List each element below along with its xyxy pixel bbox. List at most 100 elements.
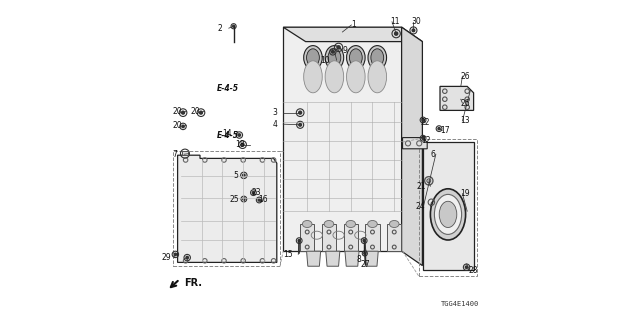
Text: 29: 29 bbox=[161, 253, 172, 262]
Text: 4: 4 bbox=[273, 120, 278, 129]
Ellipse shape bbox=[347, 61, 365, 93]
Text: 13: 13 bbox=[460, 116, 470, 125]
Polygon shape bbox=[283, 27, 422, 42]
Text: 26: 26 bbox=[460, 72, 470, 81]
Text: 1: 1 bbox=[351, 20, 356, 29]
Text: 11: 11 bbox=[390, 17, 399, 26]
Polygon shape bbox=[178, 155, 277, 262]
Ellipse shape bbox=[303, 220, 312, 228]
Text: 21: 21 bbox=[417, 182, 426, 191]
Text: 2: 2 bbox=[218, 24, 223, 33]
Ellipse shape bbox=[325, 46, 344, 70]
Circle shape bbox=[174, 253, 177, 256]
Ellipse shape bbox=[368, 46, 387, 70]
Circle shape bbox=[182, 111, 184, 114]
Text: 16: 16 bbox=[259, 196, 268, 204]
Text: 22: 22 bbox=[421, 118, 430, 127]
Polygon shape bbox=[440, 86, 474, 110]
Circle shape bbox=[238, 134, 241, 136]
Text: 18: 18 bbox=[236, 140, 245, 149]
Text: 5: 5 bbox=[234, 171, 239, 180]
Text: 3: 3 bbox=[273, 108, 278, 117]
Circle shape bbox=[337, 46, 340, 49]
Polygon shape bbox=[402, 27, 422, 266]
Circle shape bbox=[465, 266, 468, 268]
Bar bbox=[173, 151, 280, 266]
Circle shape bbox=[241, 143, 244, 146]
Circle shape bbox=[252, 192, 255, 194]
Text: 19: 19 bbox=[460, 189, 470, 198]
Circle shape bbox=[258, 199, 260, 201]
Circle shape bbox=[438, 128, 440, 130]
Polygon shape bbox=[345, 251, 359, 266]
Circle shape bbox=[183, 152, 187, 155]
Bar bbox=[365, 224, 380, 251]
Text: 10: 10 bbox=[320, 56, 330, 65]
Bar bbox=[419, 139, 477, 276]
Circle shape bbox=[182, 125, 184, 128]
Polygon shape bbox=[403, 138, 428, 149]
Text: 15: 15 bbox=[283, 250, 292, 259]
Ellipse shape bbox=[349, 49, 362, 67]
Ellipse shape bbox=[367, 220, 378, 228]
Polygon shape bbox=[423, 142, 474, 270]
Circle shape bbox=[422, 119, 424, 121]
Text: 9: 9 bbox=[342, 46, 348, 55]
Ellipse shape bbox=[347, 46, 365, 70]
Circle shape bbox=[412, 29, 415, 32]
Circle shape bbox=[186, 256, 188, 259]
Polygon shape bbox=[283, 27, 402, 251]
Text: 14: 14 bbox=[222, 129, 232, 138]
Ellipse shape bbox=[439, 201, 457, 228]
Circle shape bbox=[243, 174, 245, 177]
Text: 7: 7 bbox=[173, 150, 178, 159]
Circle shape bbox=[299, 124, 301, 126]
Text: 12: 12 bbox=[421, 136, 430, 145]
Text: E-4-5: E-4-5 bbox=[217, 84, 239, 93]
Text: 20: 20 bbox=[172, 121, 182, 130]
Text: 26: 26 bbox=[460, 99, 470, 108]
Bar bbox=[300, 224, 314, 251]
Ellipse shape bbox=[328, 49, 340, 67]
Text: 27: 27 bbox=[361, 260, 371, 269]
Text: 23: 23 bbox=[251, 188, 261, 197]
Text: TGG4E1400: TGG4E1400 bbox=[441, 300, 479, 307]
Ellipse shape bbox=[371, 49, 384, 67]
Ellipse shape bbox=[389, 220, 399, 228]
Ellipse shape bbox=[303, 46, 323, 70]
Ellipse shape bbox=[307, 49, 319, 67]
Ellipse shape bbox=[368, 61, 387, 93]
Bar bbox=[322, 224, 336, 251]
Circle shape bbox=[299, 111, 301, 114]
Text: 24: 24 bbox=[415, 202, 425, 211]
Ellipse shape bbox=[325, 61, 344, 93]
Bar bbox=[182, 151, 188, 155]
Ellipse shape bbox=[346, 220, 356, 228]
Circle shape bbox=[363, 240, 365, 242]
Circle shape bbox=[232, 25, 235, 27]
Text: FR.: FR. bbox=[184, 278, 202, 288]
Ellipse shape bbox=[324, 220, 334, 228]
Circle shape bbox=[364, 252, 366, 254]
Text: 17: 17 bbox=[440, 126, 450, 135]
Circle shape bbox=[395, 32, 397, 35]
Text: 8: 8 bbox=[357, 255, 362, 264]
Circle shape bbox=[422, 137, 424, 139]
Text: 20: 20 bbox=[190, 107, 200, 116]
Polygon shape bbox=[307, 251, 321, 266]
Circle shape bbox=[298, 240, 300, 242]
Circle shape bbox=[200, 111, 202, 114]
Ellipse shape bbox=[430, 189, 466, 240]
Bar bbox=[344, 224, 358, 251]
Ellipse shape bbox=[435, 194, 461, 234]
Text: E-4-5: E-4-5 bbox=[217, 131, 239, 140]
Text: 25: 25 bbox=[230, 196, 239, 204]
Circle shape bbox=[243, 198, 245, 200]
Text: 6: 6 bbox=[431, 150, 436, 159]
Polygon shape bbox=[326, 251, 340, 266]
Text: 20: 20 bbox=[172, 107, 182, 116]
Text: 28: 28 bbox=[468, 266, 478, 275]
Ellipse shape bbox=[303, 61, 323, 93]
Bar bbox=[387, 224, 401, 251]
Text: 30: 30 bbox=[412, 17, 421, 26]
